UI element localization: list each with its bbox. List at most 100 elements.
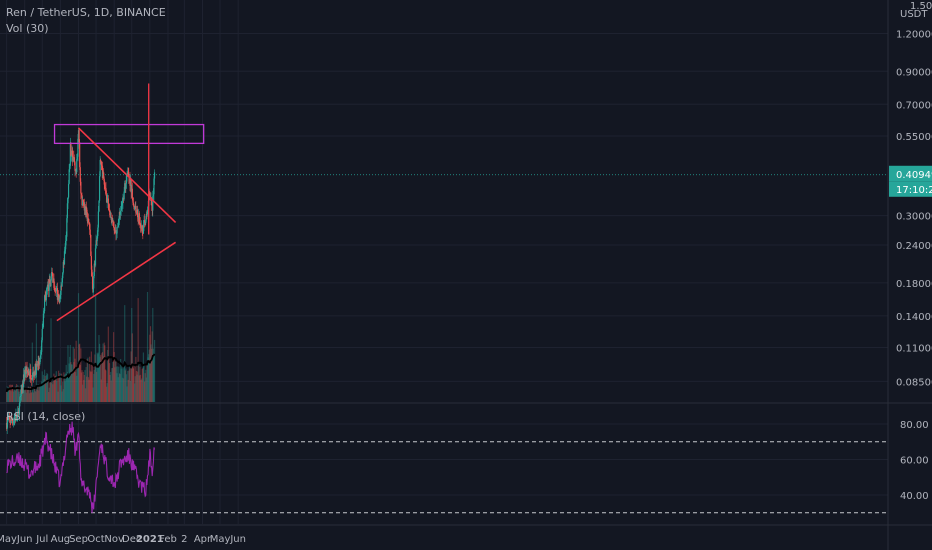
volume-bar-226: [138, 363, 140, 402]
volume-bar-97: [62, 389, 64, 402]
candle-body: [18, 403, 21, 416]
volume-bar-244: [148, 349, 150, 402]
candle-body: [62, 261, 64, 273]
volume-bar-192: [118, 366, 120, 402]
volume-bar-187: [115, 361, 117, 402]
candle-144: [90, 234, 92, 257]
volume-bar-64: [43, 379, 45, 402]
candle-body: [103, 178, 105, 185]
volume-bar-138: [86, 359, 88, 402]
volume-bar-222: [135, 370, 138, 402]
candle-body: [118, 219, 120, 223]
volume-bar-183: [113, 332, 115, 402]
volume-bar-241: [146, 292, 149, 402]
volume-bar-145: [90, 351, 92, 402]
volume-bar-175: [108, 358, 110, 402]
rsi-legend[interactable]: RSI (14, close): [6, 410, 86, 423]
volume-bar-27: [21, 392, 23, 402]
volume-bar-155: [96, 352, 98, 402]
candle-153: [95, 234, 97, 249]
volume-bar-31: [24, 390, 26, 402]
volume-bar-0: [5, 391, 8, 402]
candle-body: [53, 287, 56, 291]
candle-body: [57, 294, 59, 300]
candle-81: [53, 273, 55, 291]
volume-bar-137: [86, 376, 88, 402]
candle-body: [70, 155, 73, 157]
drawing-annotations[interactable]: [0, 83, 888, 322]
volume-bar-50: [35, 391, 37, 402]
volume-bar-146: [91, 371, 93, 402]
volume-bar-121: [76, 366, 78, 402]
volume-bar-156: [97, 354, 99, 402]
volume-bar-48: [34, 388, 36, 402]
candle-110: [70, 142, 72, 157]
candle-19: [17, 406, 19, 422]
candle-body: [9, 419, 11, 423]
volume-bar-139: [87, 357, 89, 402]
candle-body: [98, 176, 101, 201]
volume-bar-208: [127, 379, 129, 402]
candle-body: [22, 374, 25, 387]
volume-bar-96: [62, 381, 64, 402]
candle-70: [46, 281, 49, 295]
candle-body: [100, 161, 102, 166]
volume-bar-202: [124, 305, 126, 402]
volume-bar-41: [29, 386, 32, 402]
volume-bar-113: [72, 369, 74, 402]
candle-body: [97, 227, 99, 237]
volume-bar-194: [119, 374, 121, 402]
candle-29: [22, 368, 25, 394]
volume-bar-179: [110, 380, 112, 402]
rsi-pane: [0, 421, 888, 514]
candle-body: [40, 351, 42, 356]
volume-bar-54: [37, 384, 39, 402]
volume-legend[interactable]: Vol (30): [6, 22, 49, 35]
volume-bar-160: [99, 356, 101, 402]
volume-bar-232: [141, 369, 143, 402]
rsi-tick-label-0: 80.00: [900, 420, 929, 431]
candle-199: [122, 193, 124, 209]
candle-body: [80, 193, 83, 196]
volume-bar-201: [123, 360, 125, 402]
volume-bar-127: [80, 348, 82, 402]
volume-bar-212: [129, 380, 132, 402]
volume-bar-94: [60, 373, 63, 402]
candle-body: [153, 178, 155, 195]
volume-bar-144: [90, 372, 92, 402]
volume-bar-162: [100, 379, 102, 402]
volume-bar-136: [85, 367, 87, 402]
countdown-value: 17:10:23: [896, 185, 932, 196]
volume-bar-165: [102, 343, 104, 402]
volume-bar-219: [134, 383, 136, 402]
volume-bar-61: [41, 371, 43, 402]
volume-bar-16: [15, 385, 17, 402]
candle-body: [41, 328, 43, 341]
volume-bar-185: [114, 367, 116, 402]
volume-bar-40: [29, 387, 31, 402]
candle-85: [55, 285, 57, 298]
volume-bar-182: [112, 361, 114, 402]
candle-body: [101, 166, 104, 179]
candle-body: [115, 230, 117, 234]
symbol-legend[interactable]: Ren / TetherUS, 1D, BINANCE: [6, 6, 166, 19]
candle-146: [91, 265, 93, 278]
candle-body: [81, 195, 83, 206]
volume-bar-36: [27, 388, 29, 402]
candle-body: [46, 289, 48, 292]
candle-235: [143, 215, 145, 232]
candle-2: [7, 415, 9, 428]
candle-229: [139, 217, 142, 233]
candle-body: [146, 213, 148, 215]
candle-body: [86, 207, 88, 213]
volume-bar-49: [34, 390, 36, 402]
candle-body: [63, 251, 66, 265]
volume-bar-32: [24, 389, 26, 402]
